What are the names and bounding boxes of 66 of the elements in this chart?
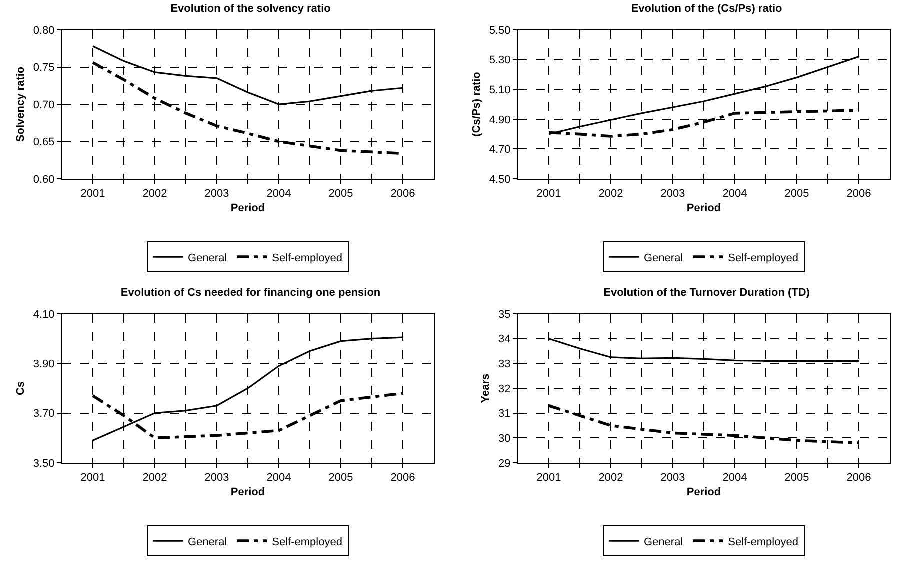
y-tick-label: 5.50 [489,24,511,37]
x-tick-label: 2001 [536,472,562,484]
legend-label: Self-employed [272,536,342,548]
y-tick-label: 3.50 [33,458,55,470]
x-tick-label: 2005 [784,472,810,484]
x-tick-label: 2002 [142,472,168,484]
y-tick-label: 5.30 [489,54,511,67]
x-tick-label: 2005 [328,188,354,200]
legend-label: Self-employed [272,252,342,264]
x-tick-label: 2006 [390,188,416,200]
y-tick-label: 4.10 [33,308,55,321]
y-tick-label: 4.50 [489,174,511,186]
y-tick-label: 0.65 [33,136,55,149]
y-axis-title: Years [480,374,492,404]
legend-label: Self-employed [728,536,798,548]
chart-title: Evolution of the (Cs/Ps) ratio [631,2,783,15]
x-tick-label: 2001 [80,188,106,200]
x-tick-label: 2006 [846,188,872,200]
y-tick-label: 0.70 [33,99,55,112]
x-tick-label: 2001 [80,472,106,484]
y-tick-label: 3.70 [33,408,55,420]
y-tick-label: 0.60 [33,174,55,186]
legend-label: Self-employed [728,252,798,264]
legend-label: General [188,252,228,264]
y-tick-label: 3.90 [33,358,55,371]
y-tick-label: 0.80 [33,24,55,37]
y-axis-title: Cs [15,381,28,396]
y-tick-label: 4.90 [489,114,511,126]
x-tick-label: 2005 [328,472,354,484]
x-tick-label: 2004 [722,472,748,484]
chart-title: Evolution of the solvency ratio [170,2,332,15]
y-tick-label: 5.10 [489,84,511,96]
x-tick-label: 2003 [204,472,230,484]
chart-title: Evolution of Cs needed for financing one pension [120,286,381,299]
x-axis-title: Period [686,202,722,214]
x-tick-label: 2006 [390,472,416,484]
y-tick-label: 0.75 [33,62,55,74]
x-tick-label: 2002 [142,188,168,200]
x-axis-title: Period [230,202,266,214]
y-tick-label: 4.70 [489,144,511,156]
y-tick-label: 29 [498,458,511,470]
x-tick-label: 2004 [266,472,292,484]
x-tick-label: 2002 [598,188,624,200]
x-tick-label: 2004 [722,188,748,200]
x-tick-label: 2003 [204,188,230,200]
y-axis-title: Solvency ratio [15,66,28,142]
x-tick-label: 2005 [784,188,810,200]
y-tick-label: 30 [498,433,511,446]
legend-label: General [644,536,684,548]
x-tick-label: 2006 [846,472,872,484]
y-tick-label: 34 [498,334,511,346]
x-tick-label: 2004 [266,188,292,200]
legend-label: General [644,252,684,264]
chart-title: Evolution of the Turnover Duration (TD) [604,286,810,299]
y-axis-title: (Cs/Ps) ratio [471,72,484,137]
x-tick-label: 2003 [660,188,686,200]
y-tick-label: 33 [498,358,511,371]
x-axis-title: Period [230,486,266,498]
x-axis-title: Period [686,486,722,498]
x-tick-label: 2001 [536,188,562,200]
x-tick-label: 2002 [598,472,624,484]
y-tick-label: 35 [498,308,511,321]
x-tick-label: 2003 [660,472,686,484]
y-tick-label: 32 [498,383,511,396]
legend-label: General [188,536,228,548]
y-tick-label: 31 [498,408,511,420]
